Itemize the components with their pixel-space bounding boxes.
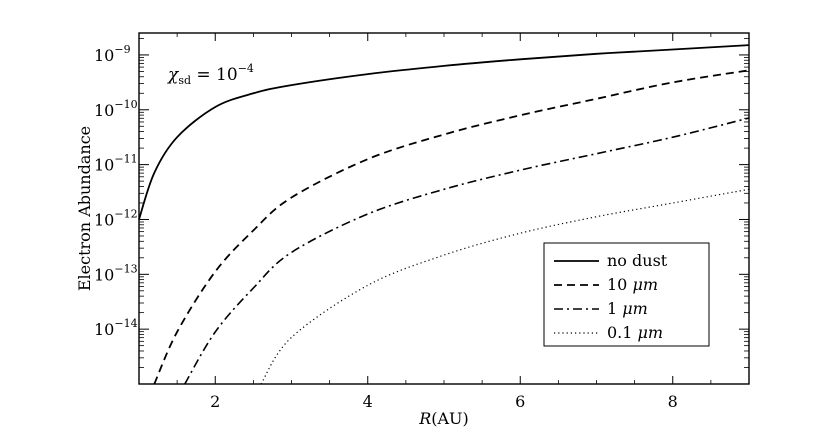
y-tick-labels: 10−9 10−10 10−11 10−12 10−13 10−14 <box>94 43 138 339</box>
series-line-dashdot <box>184 117 750 385</box>
x-tick-labels: 2 4 6 8 <box>210 392 678 411</box>
series-line-dotted <box>260 188 750 385</box>
legend-label: 1 μm <box>607 299 648 318</box>
y-tick-label: 10−9 <box>94 43 131 65</box>
series-lines <box>138 44 750 385</box>
x-tick-label: 4 <box>363 392 373 411</box>
x-axis-label: R(AU) <box>418 409 469 428</box>
y-tick-label: 10−11 <box>94 153 138 175</box>
legend: no dust 10 μm 1 μm 0.1 μm <box>543 242 710 347</box>
x-tick-label: 2 <box>210 392 220 411</box>
legend-label: 0.1 μm <box>607 323 663 342</box>
y-tick-label: 10−10 <box>94 98 138 120</box>
chi-annotation: χsd = 10−4 <box>167 62 254 87</box>
x-tick-label: 8 <box>668 392 678 411</box>
legend-label: 10 μm <box>607 275 658 294</box>
y-axis-label: Electron Abundance <box>75 126 94 291</box>
y-tick-label: 10−12 <box>94 207 138 229</box>
series-line-solid <box>138 44 750 220</box>
major-ticks <box>139 33 749 384</box>
plot-frame <box>138 32 750 385</box>
y-tick-label: 10−13 <box>94 262 138 284</box>
legend-label: no dust <box>607 251 668 270</box>
y-tick-label: 10−14 <box>94 317 138 339</box>
x-tick-label: 6 <box>515 392 525 411</box>
